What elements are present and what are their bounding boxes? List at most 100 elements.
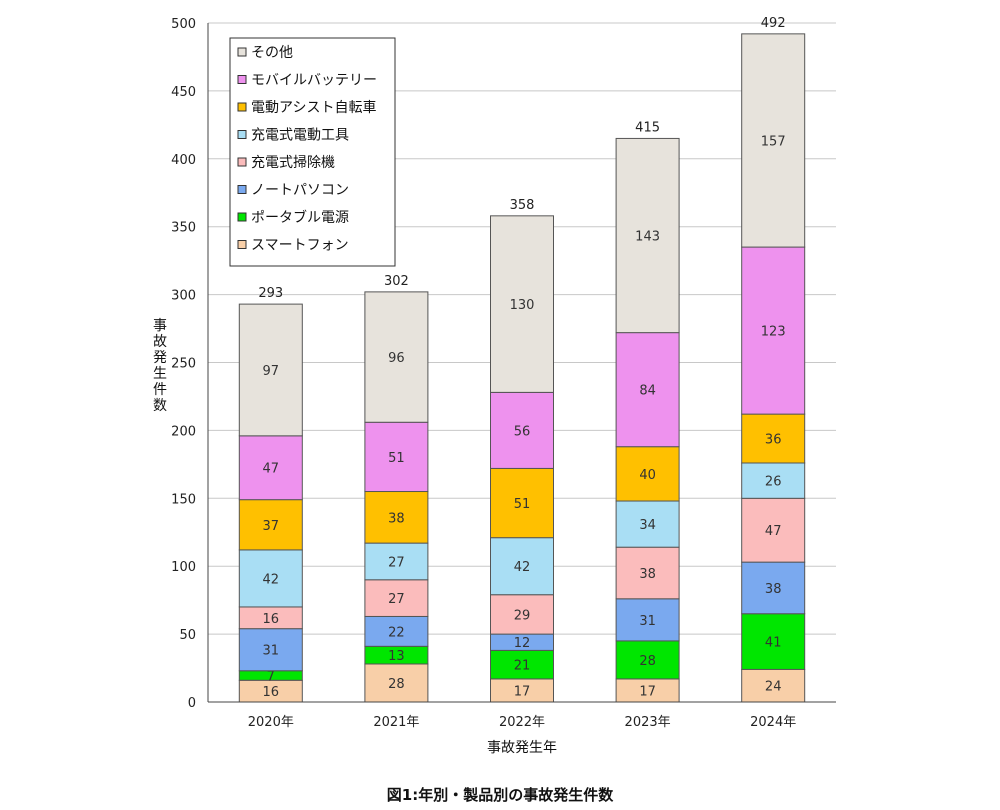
data-label: 31 xyxy=(639,614,656,629)
bar-segment xyxy=(364,542,429,581)
bar-segment xyxy=(364,491,429,544)
legend-swatch xyxy=(237,157,247,167)
y-tick-label: 450 xyxy=(171,85,196,100)
total-label: 293 xyxy=(258,286,283,301)
data-label: 38 xyxy=(388,511,405,526)
bar-segment xyxy=(364,291,429,423)
bar-segment xyxy=(238,303,303,437)
data-label: 40 xyxy=(639,468,656,483)
x-tick-label: 2024年 xyxy=(750,715,796,730)
legend-label: ノートパソコン xyxy=(251,183,349,199)
data-label: 24 xyxy=(765,680,782,695)
data-label: 16 xyxy=(263,612,280,627)
legend-label: スマートフォン xyxy=(251,238,349,254)
legend-label: 充電式電動工具 xyxy=(251,128,349,144)
legend-swatch xyxy=(237,185,247,194)
bar-segment xyxy=(615,446,680,502)
data-label: 38 xyxy=(765,582,782,597)
y-tick-label: 50 xyxy=(179,628,196,643)
y-tick-label: 500 xyxy=(171,17,196,32)
total-label: 492 xyxy=(761,16,786,31)
legend-label: その他 xyxy=(251,45,293,61)
x-axis-title: 事故発生年 xyxy=(487,740,557,756)
bar-segment xyxy=(490,215,554,393)
data-label: 28 xyxy=(388,677,405,692)
bar-segment xyxy=(741,668,806,703)
bar-segment xyxy=(615,332,680,448)
legend-swatch xyxy=(237,130,247,139)
data-label: 31 xyxy=(263,644,280,659)
data-label: 27 xyxy=(388,555,405,570)
bar-segment xyxy=(741,413,806,464)
data-label: 42 xyxy=(514,560,531,575)
bar-segment xyxy=(364,663,429,703)
legend-swatch xyxy=(237,102,247,112)
total-label: 415 xyxy=(635,120,660,135)
bar-segment xyxy=(490,537,554,596)
data-label: 41 xyxy=(765,636,782,651)
bar-segment xyxy=(615,640,680,680)
y-tick-label: 350 xyxy=(171,221,196,236)
data-label: 42 xyxy=(263,572,280,587)
y-tick-label: 200 xyxy=(171,424,196,439)
bar-segment xyxy=(238,499,303,551)
bar-segment xyxy=(741,497,806,563)
data-label: 56 xyxy=(514,424,531,439)
data-label: 27 xyxy=(388,592,405,607)
bar-segment xyxy=(615,598,680,642)
stacked-bar-chart: 1673116423747972932813222727385196302172… xyxy=(153,16,836,756)
data-label: 12 xyxy=(514,636,531,651)
y-tick-label: 250 xyxy=(171,357,196,372)
data-label: 96 xyxy=(388,351,405,366)
x-tick-label: 2023年 xyxy=(625,715,671,730)
data-label: 97 xyxy=(263,364,280,379)
bar-segment xyxy=(741,561,806,615)
axes: 0 50 100 150 200 250 300 350 400 450 500 2020年 2021年… xyxy=(171,17,836,730)
data-label: 34 xyxy=(639,518,656,533)
total-label: 302 xyxy=(384,274,409,289)
bar-segment xyxy=(741,246,806,415)
data-label: 37 xyxy=(263,519,280,534)
bar-segment xyxy=(615,546,680,600)
data-label: 84 xyxy=(639,384,656,399)
bars: 1673116423747972932813222727385196302172… xyxy=(238,16,806,703)
legend-label: 充電式掃除機 xyxy=(251,154,335,171)
data-label: 157 xyxy=(761,134,786,149)
x-tick-label: 2022年 xyxy=(499,715,545,730)
data-label: 7 xyxy=(267,670,275,685)
y-tick-label: 300 xyxy=(171,289,196,304)
legend-label: 電動アシスト自転車 xyxy=(251,99,376,116)
data-label: 38 xyxy=(639,567,656,582)
data-label: 21 xyxy=(514,659,531,674)
bar-segment xyxy=(490,649,554,680)
y-tick-label: 400 xyxy=(171,153,196,168)
data-label: 16 xyxy=(263,685,280,700)
bar-segment xyxy=(741,33,806,248)
bar-segment xyxy=(741,613,806,670)
bar-segment xyxy=(364,615,429,647)
legend-swatch xyxy=(237,212,247,222)
data-label: 13 xyxy=(388,649,405,664)
data-label: 143 xyxy=(635,230,660,245)
y-tick-label: 150 xyxy=(171,492,196,507)
bar-segment xyxy=(238,549,303,608)
total-label: 358 xyxy=(510,198,535,213)
bar-segment xyxy=(615,500,680,548)
y-tick-label: 0 xyxy=(188,696,196,711)
legend: その他モバイルバッテリー電動アシスト自転車充電式電動工具充電式掃除機ノートパソコ… xyxy=(229,37,396,267)
data-label: 47 xyxy=(263,462,280,477)
legend-label: ポータブル電源 xyxy=(251,209,349,226)
data-label: 130 xyxy=(510,298,535,313)
data-label: 28 xyxy=(639,654,656,669)
x-tick-label: 2020年 xyxy=(248,715,294,730)
x-tick-label: 2021年 xyxy=(373,715,419,730)
data-label: 123 xyxy=(761,325,786,340)
data-label: 29 xyxy=(514,608,531,623)
bar-segment xyxy=(490,594,554,635)
figure-caption: 図1:年別・製品別の事故発生件数 xyxy=(386,786,614,804)
data-label: 17 xyxy=(514,684,531,699)
legend-swatch xyxy=(237,240,247,249)
legend-swatch xyxy=(237,47,247,57)
data-label: 36 xyxy=(765,433,782,448)
bar-segment xyxy=(238,628,303,672)
